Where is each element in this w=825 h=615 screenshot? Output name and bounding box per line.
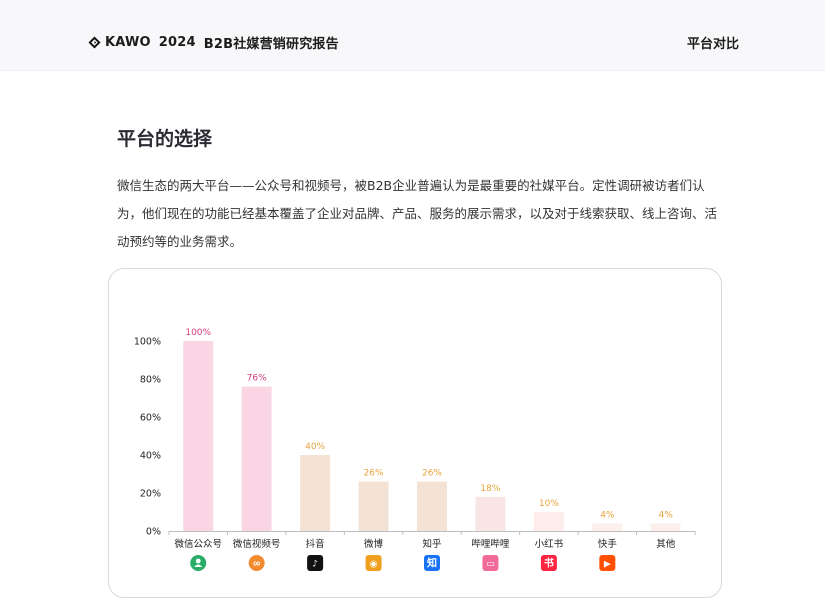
y-tick-label: 40% (140, 451, 161, 462)
xiaohongshu-icon (540, 555, 557, 571)
y-tick-label: 80% (140, 375, 161, 386)
douyin-icon (307, 555, 324, 571)
data-label: 100% (185, 328, 211, 338)
kawo-logo-icon (88, 36, 101, 49)
icon-glyph: ▭ (486, 560, 495, 570)
bar (241, 386, 272, 531)
bar (475, 496, 506, 531)
y-tick-label: 20% (140, 489, 161, 500)
icon-glyph (194, 564, 203, 567)
data-label: 76% (247, 374, 267, 384)
data-label: 4% (659, 510, 674, 520)
x-tick-label: 小红书 (535, 538, 564, 550)
bar (300, 455, 331, 531)
icon-glyph: ◉ (370, 560, 378, 570)
brand[interactable]: KAWO 2024 B2B社媒营销研究报告 (88, 33, 339, 52)
section-link-platform-comparison[interactable]: 平台对比 (686, 37, 739, 52)
bar (592, 523, 623, 531)
y-tick-label: 60% (140, 413, 161, 424)
icon-glyph: 知 (426, 557, 437, 570)
x-tick-label: 哔哩哔哩 (471, 539, 510, 550)
bar (358, 481, 389, 531)
icon-glyph: 书 (544, 557, 554, 570)
y-tick-label: 100% (134, 337, 161, 348)
data-label: 26% (422, 469, 442, 479)
x-tick-label: 微博 (364, 538, 384, 550)
data-label: 18% (480, 484, 500, 494)
data-label: 4% (600, 510, 615, 520)
bar (650, 523, 681, 531)
data-label: 10% (539, 499, 559, 509)
icon-glyph: ∞ (252, 559, 260, 570)
data-label: 26% (364, 469, 384, 479)
icon-glyph: ▶ (604, 560, 611, 570)
platform-bar-chart: 0% 20% 40% 60% 80% 100% 100% 76% 40% 26% 26% 18% 10%… (134, 328, 696, 571)
top-bar: KAWO 2024 B2B社媒营销研究报告 平台对比 (0, 0, 825, 71)
x-tick-label: 其他 (656, 538, 676, 550)
icon-glyph: ♪ (312, 560, 318, 570)
report-year: 2024 (158, 35, 196, 50)
x-tick-label: 抖音 (306, 538, 325, 550)
bar (533, 512, 564, 531)
icon-glyph (195, 558, 201, 564)
zhihu-icon (424, 555, 440, 571)
wechat-channels-icon (248, 555, 265, 571)
page-title: 平台的选择 (117, 128, 213, 150)
bar (183, 341, 214, 531)
y-tick-label: 0% (146, 527, 161, 538)
report-title: B2B社媒营销研究报告 (203, 37, 339, 52)
intro-paragraph: 微信生态的两大平台——公众号和视频号，被B2B企业普遍认为是最重要的社媒平台。定… (117, 178, 718, 249)
data-label: 40% (305, 442, 325, 452)
x-tick-label: 微信视频号 (233, 538, 281, 550)
kuaishou-icon (599, 555, 616, 571)
x-tick-label: 微信公众号 (174, 538, 222, 550)
bilibili-icon (482, 555, 499, 571)
bar (417, 481, 447, 531)
weibo-icon (365, 555, 382, 571)
x-tick-label: 快手 (598, 538, 618, 550)
x-tick-label: 知乎 (422, 538, 441, 550)
chart-card: 0% 20% 40% 60% 80% 100% 100% 76% 40% 26% 26% 18% 10%… (108, 268, 722, 598)
brand-name: KAWO (105, 35, 151, 50)
